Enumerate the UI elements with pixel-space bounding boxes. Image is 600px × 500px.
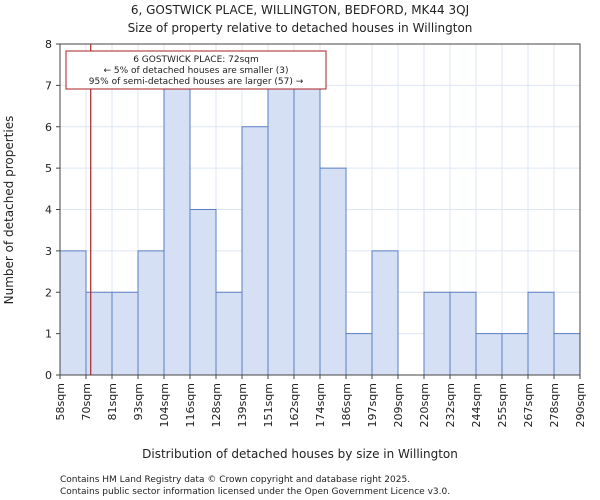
- x-tick-label: 267sqm: [522, 383, 535, 427]
- x-tick-label: 232sqm: [444, 383, 457, 427]
- bar: [371, 250, 399, 376]
- bar: [293, 84, 321, 376]
- chart-subtitle: Size of property relative to detached ho…: [128, 21, 473, 35]
- y-tick-label: 4: [45, 204, 52, 217]
- annotation-line-3: 95% of semi-detached houses are larger (…: [89, 77, 304, 87]
- bar: [241, 126, 269, 376]
- y-tick-label: 1: [45, 328, 52, 341]
- annotation-line-2: ← 5% of detached houses are smaller (3): [103, 66, 288, 76]
- x-tick-label: 244sqm: [470, 383, 483, 427]
- x-axis-label: Distribution of detached houses by size …: [142, 447, 458, 461]
- bars: [59, 84, 581, 376]
- x-tick-label: 128sqm: [210, 383, 223, 427]
- bar: [59, 250, 87, 376]
- y-tick-label: 3: [45, 245, 52, 258]
- footer-line-2: Contains public sector information licen…: [60, 487, 450, 497]
- x-tick-label: 255sqm: [496, 383, 509, 427]
- x-tick-label: 186sqm: [340, 383, 353, 427]
- bar: [501, 333, 529, 376]
- chart-title: 6, GOSTWICK PLACE, WILLINGTON, BEDFORD, …: [131, 3, 469, 17]
- x-tick-label: 70sqm: [80, 383, 93, 420]
- y-axis-ticks: 0 1 2 3 4 5 6 7 8: [45, 38, 60, 382]
- bar: [449, 291, 477, 376]
- x-tick-label: 278sqm: [548, 383, 561, 427]
- x-tick-label: 104sqm: [158, 383, 171, 427]
- bar: [475, 333, 503, 376]
- bar: [553, 333, 581, 376]
- bar: [85, 291, 113, 376]
- y-tick-label: 0: [45, 369, 52, 382]
- bar: [137, 250, 165, 376]
- y-tick-label: 8: [45, 38, 52, 51]
- annotation-box: 6 GOSTWICK PLACE: 72sqm ← 5% of detached…: [65, 50, 327, 90]
- bar: [189, 209, 217, 376]
- bar: [215, 291, 243, 376]
- bar: [319, 167, 347, 376]
- x-tick-label: 151sqm: [262, 383, 275, 427]
- x-tick-label: 162sqm: [288, 383, 301, 427]
- x-tick-label: 197sqm: [366, 383, 379, 427]
- y-tick-label: 7: [45, 79, 52, 92]
- x-tick-label: 220sqm: [418, 383, 431, 427]
- bar: [163, 84, 191, 376]
- x-tick-label: 174sqm: [314, 383, 327, 427]
- y-tick-label: 5: [45, 162, 52, 175]
- annotation-line-1: 6 GOSTWICK PLACE: 72sqm: [133, 55, 259, 65]
- x-tick-label: 81sqm: [106, 383, 119, 420]
- plot-frame: [59, 43, 581, 376]
- x-tick-label: 209sqm: [392, 383, 405, 427]
- bar: [345, 333, 373, 376]
- y-tick-label: 6: [45, 121, 52, 134]
- x-tick-label: 93sqm: [132, 383, 145, 420]
- y-tick-label: 2: [45, 286, 52, 299]
- y-axis-label: Number of detached properties: [2, 116, 16, 305]
- annotation-frame: [65, 50, 327, 90]
- x-tick-label: 290sqm: [574, 383, 587, 427]
- x-tick-label: 139sqm: [236, 383, 249, 427]
- x-tick-label: 116sqm: [184, 383, 197, 427]
- x-axis-ticks: 58sqm 70sqm 81sqm 93sqm 104sqm 116sqm 128sqm 13…: [54, 375, 587, 427]
- bar: [527, 291, 555, 376]
- bar: [423, 291, 451, 376]
- bar: [267, 84, 295, 376]
- bar: [111, 291, 139, 376]
- x-tick-label: 58sqm: [54, 383, 67, 420]
- footer-line-1: Contains HM Land Registry data © Crown c…: [60, 475, 410, 485]
